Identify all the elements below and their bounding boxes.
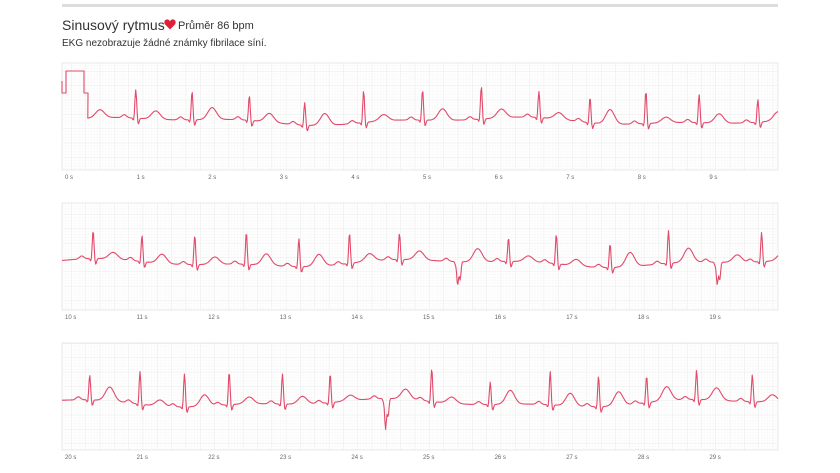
time-label: 29 s bbox=[709, 455, 720, 461]
title: Sinusový rytmus bbox=[62, 17, 165, 33]
time-label: 10 s bbox=[65, 315, 76, 321]
time-label: 27 s bbox=[566, 455, 577, 461]
time-label: 26 s bbox=[495, 455, 506, 461]
time-label: 6 s bbox=[495, 175, 503, 181]
time-label: 25 s bbox=[423, 455, 434, 461]
time-label: 15 s bbox=[423, 315, 434, 321]
time-label: 20 s bbox=[65, 455, 76, 461]
description: EKG nezobrazuje žádné známky fibrilace s… bbox=[62, 38, 267, 49]
time-label: 23 s bbox=[280, 455, 291, 461]
time-label: 24 s bbox=[351, 455, 362, 461]
time-label: 19 s bbox=[709, 315, 720, 321]
time-label: 0 s bbox=[65, 175, 73, 181]
time-label: 22 s bbox=[208, 455, 219, 461]
average: Průměr 86 bpm bbox=[178, 20, 254, 32]
time-label: 2 s bbox=[208, 175, 216, 181]
heart-icon bbox=[164, 19, 176, 30]
time-label: 3 s bbox=[280, 175, 288, 181]
time-label: 18 s bbox=[638, 315, 649, 321]
ecg-trace bbox=[61, 70, 779, 132]
grid bbox=[61, 62, 779, 171]
time-label: 11 s bbox=[137, 315, 148, 321]
top-bar bbox=[62, 4, 778, 7]
time-label: 14 s bbox=[351, 315, 362, 321]
ecg-trace bbox=[61, 230, 779, 286]
time-label: 21 s bbox=[137, 455, 148, 461]
grid bbox=[61, 342, 779, 451]
time-label: 12 s bbox=[208, 315, 219, 321]
time-label: 16 s bbox=[495, 315, 506, 321]
ecg-trace bbox=[61, 369, 779, 430]
time-label: 7 s bbox=[566, 175, 574, 181]
time-label: 8 s bbox=[638, 175, 646, 181]
time-label: 17 s bbox=[566, 315, 577, 321]
time-label: 5 s bbox=[423, 175, 431, 181]
time-label: 4 s bbox=[351, 175, 359, 181]
time-label: 1 s bbox=[137, 175, 145, 181]
time-label: 28 s bbox=[638, 455, 649, 461]
time-label: 9 s bbox=[709, 175, 717, 181]
time-label: 13 s bbox=[280, 315, 291, 321]
grid bbox=[61, 202, 779, 311]
